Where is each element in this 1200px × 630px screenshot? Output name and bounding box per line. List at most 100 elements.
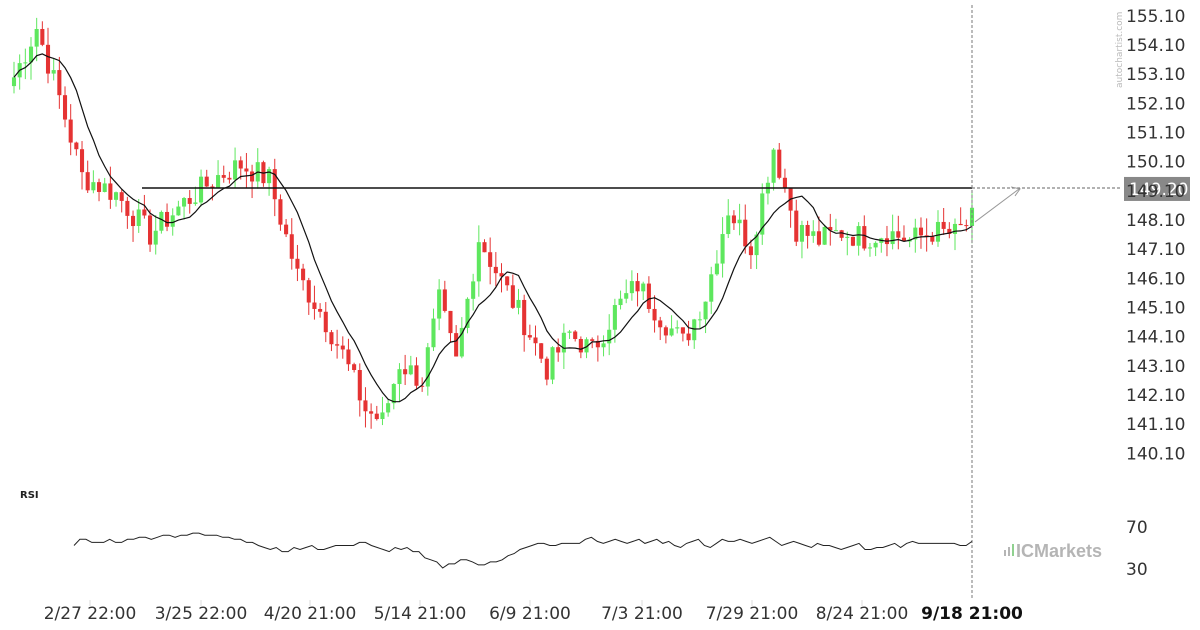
time-tick-6: 7/29 21:00 xyxy=(706,604,799,624)
candle-body xyxy=(952,223,958,234)
candle-body xyxy=(386,403,391,413)
candle-body xyxy=(62,95,68,120)
candle-body xyxy=(250,171,255,182)
price-tick-1: 154.10 xyxy=(1126,36,1185,56)
candle-body xyxy=(301,268,306,281)
candle-body xyxy=(176,206,181,216)
candle-body xyxy=(686,333,691,341)
level-price-tag xyxy=(1124,176,1190,201)
candle-body xyxy=(924,235,929,237)
candle-body xyxy=(652,308,657,321)
candle-body xyxy=(369,411,374,414)
candle-body xyxy=(799,224,804,242)
candle-body xyxy=(108,183,113,200)
candle-body xyxy=(516,299,521,308)
candle-body xyxy=(658,320,663,328)
rsi-line xyxy=(73,532,973,569)
candle-body xyxy=(958,223,963,226)
candle-body xyxy=(607,329,612,344)
rsi-tick-30: 30 xyxy=(1126,560,1148,580)
candle-body xyxy=(539,343,544,359)
candle-body xyxy=(567,331,572,333)
candle-body xyxy=(635,281,640,292)
candle-body xyxy=(28,46,34,63)
candle-body xyxy=(182,198,187,207)
candle-body xyxy=(233,160,238,180)
candle-body xyxy=(663,327,668,336)
candle-body xyxy=(833,230,838,232)
candle-body xyxy=(522,299,527,336)
candle-body xyxy=(465,298,470,328)
candle-body xyxy=(272,169,277,200)
candle-body xyxy=(964,225,969,227)
x-grid-lines xyxy=(89,600,863,606)
candle-body xyxy=(573,331,578,339)
candle-body xyxy=(556,347,561,353)
logo-text: ICMarkets xyxy=(1016,541,1102,561)
candle-body xyxy=(68,119,73,143)
price-tick-0: 155.10 xyxy=(1126,7,1185,27)
price-tick-4: 151.10 xyxy=(1126,124,1185,144)
candle-body xyxy=(471,281,476,299)
candle-body xyxy=(845,236,850,238)
candle-body xyxy=(210,186,215,188)
time-tick-7: 8/24 21:00 xyxy=(816,604,909,624)
candle-body xyxy=(771,149,776,183)
moving-average-group xyxy=(13,53,973,403)
candle-body xyxy=(96,182,102,192)
candle-body xyxy=(403,369,408,375)
projection-arrow xyxy=(974,188,1020,223)
candle-body xyxy=(805,224,810,236)
candle-body xyxy=(193,202,198,204)
candle-body xyxy=(40,28,45,45)
candle-body xyxy=(476,242,481,282)
candle-body xyxy=(363,400,368,412)
candle-body xyxy=(391,384,396,404)
candle-body xyxy=(278,199,283,225)
candle-body xyxy=(850,236,855,246)
candle-body xyxy=(941,221,946,229)
candle-body xyxy=(896,231,901,238)
candle-body xyxy=(675,327,680,329)
projection-arrowhead xyxy=(1010,186,1021,197)
candle-body xyxy=(199,176,204,203)
candle-body xyxy=(777,149,782,178)
candle-body xyxy=(397,369,402,385)
price-tick-12: 143.10 xyxy=(1126,357,1185,377)
candle-body xyxy=(862,226,867,249)
candle-body xyxy=(624,293,629,299)
price-tick-2: 153.10 xyxy=(1126,65,1185,85)
time-axis-labels: 2/27 22:00 3/25 22:00 4/20 21:00 5/14 21:00… xyxy=(44,604,1023,624)
rsi-title: RSI xyxy=(20,490,39,501)
candle-body xyxy=(737,219,742,224)
price-tick-15: 140.10 xyxy=(1126,444,1185,464)
candle-body xyxy=(748,246,753,256)
candle-body xyxy=(856,226,861,246)
candle-body xyxy=(357,369,362,401)
candle-body xyxy=(561,332,566,353)
candle-body xyxy=(822,226,827,245)
candle-body xyxy=(601,343,606,348)
candle-body xyxy=(408,365,413,375)
candle-body xyxy=(204,176,209,187)
candle-body xyxy=(873,242,878,248)
candle-body xyxy=(578,339,583,353)
candle-body xyxy=(34,28,39,47)
candle-body xyxy=(935,221,941,242)
time-tick-4: 6/9 21:00 xyxy=(489,604,571,624)
candle-body xyxy=(680,327,685,334)
price-tick-7: 148.10 xyxy=(1126,211,1185,231)
time-tick-1: 3/25 22:00 xyxy=(155,604,248,624)
candle-body xyxy=(629,281,634,294)
candle-body xyxy=(91,182,96,191)
candle-body xyxy=(442,289,447,311)
candle-body xyxy=(527,335,532,338)
candle-body xyxy=(692,319,697,341)
price-tick-5: 150.10 xyxy=(1126,153,1185,173)
candle-body xyxy=(85,172,90,191)
candle-body xyxy=(641,283,646,292)
time-tick-8: 9/18 21:00 xyxy=(921,604,1023,624)
time-tick-2: 4/20 21:00 xyxy=(264,604,357,624)
candle-body xyxy=(323,311,328,333)
